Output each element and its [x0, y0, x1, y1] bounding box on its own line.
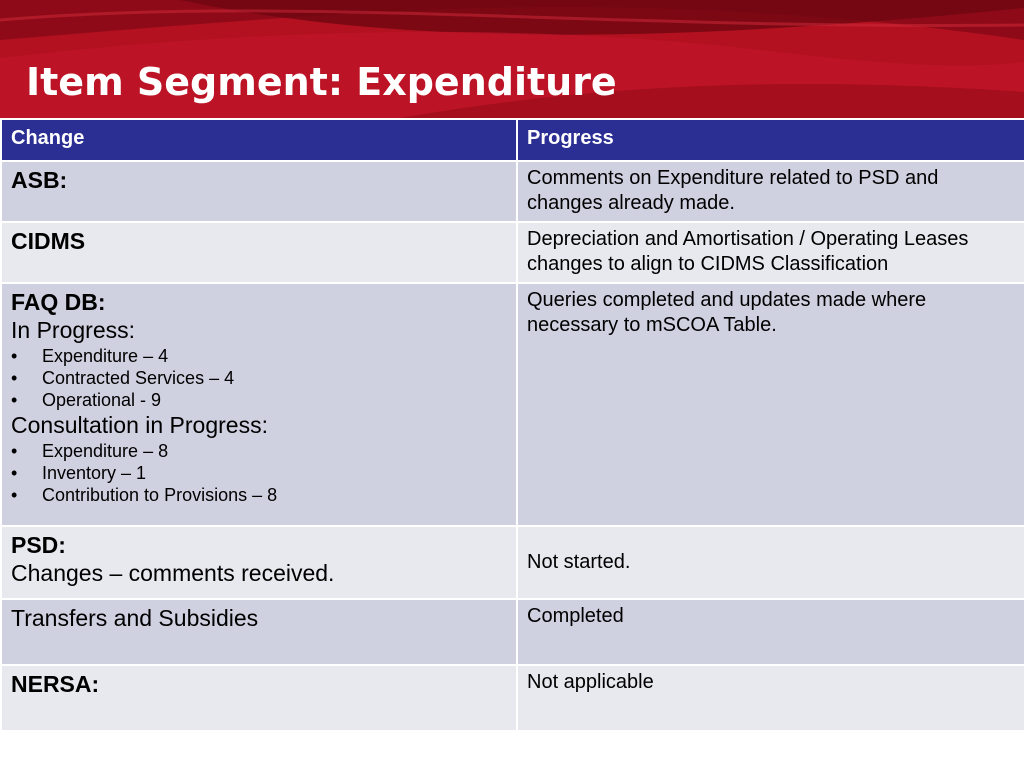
list-item: Contribution to Provisions – 8 [11, 484, 508, 506]
change-cell: CIDMS [0, 221, 518, 284]
table-row: NERSA: Not applicable [0, 664, 1024, 732]
table-row: ASB: Comments on Expenditure related to … [0, 160, 1024, 223]
progress-cell: Depreciation and Amortisation / Operatin… [516, 221, 1024, 284]
subheading-consultation: Consultation in Progress: [11, 412, 268, 438]
table-row: Transfers and Subsidies Completed [0, 598, 1024, 666]
change-label: CIDMS [11, 228, 86, 254]
bullet-list: Expenditure – 8 Inventory – 1 Contributi… [11, 440, 508, 506]
slide-title: Item Segment: Expenditure [26, 60, 617, 104]
progress-text: Completed [527, 605, 624, 627]
list-item: Inventory – 1 [11, 462, 508, 484]
change-label: NERSA: [11, 671, 100, 697]
column-header-progress: Progress [516, 118, 1024, 162]
progress-cell: Not started. [516, 525, 1024, 600]
change-cell: ASB: [0, 160, 518, 223]
table-header-row: Change Progress [0, 118, 1024, 162]
table-row: PSD: Changes – comments received. Not st… [0, 525, 1024, 600]
progress-text: Not applicable [527, 671, 654, 693]
progress-text: Not started. [527, 551, 631, 573]
bullet-list: Expenditure – 4 Contracted Services – 4 … [11, 345, 508, 411]
change-label: Transfers and Subsidies [11, 605, 259, 631]
subheading-in-progress: In Progress: [11, 317, 135, 343]
change-cell: NERSA: [0, 664, 518, 732]
list-item: Expenditure – 4 [11, 345, 508, 367]
column-header-change: Change [0, 118, 518, 162]
change-progress-table: Change Progress ASB: Comments on Expendi… [0, 118, 1024, 732]
change-label: ASB: [11, 167, 68, 193]
list-item: Contracted Services – 4 [11, 367, 508, 389]
progress-text: Depreciation and Amortisation / Operatin… [527, 228, 969, 275]
change-cell: Transfers and Subsidies [0, 598, 518, 666]
progress-text: Comments on Expenditure related to PSD a… [527, 167, 939, 214]
change-cell: PSD: Changes – comments received. [0, 525, 518, 600]
table-row: FAQ DB: In Progress: Expenditure – 4 Con… [0, 282, 1024, 527]
progress-cell: Comments on Expenditure related to PSD a… [516, 160, 1024, 223]
progress-cell: Queries completed and updates made where… [516, 282, 1024, 527]
change-label: FAQ DB: [11, 289, 106, 315]
progress-text: Queries completed and updates made where… [527, 289, 927, 336]
progress-cell: Not applicable [516, 664, 1024, 732]
change-label: PSD: [11, 532, 66, 558]
change-cell: FAQ DB: In Progress: Expenditure – 4 Con… [0, 282, 518, 527]
list-item: Expenditure – 8 [11, 440, 508, 462]
title-banner: Item Segment: Expenditure [0, 0, 1024, 118]
change-text: Changes – comments received. [11, 560, 335, 586]
progress-cell: Completed [516, 598, 1024, 666]
wave-decoration [0, 0, 1024, 118]
list-item: Operational - 9 [11, 389, 508, 411]
table-row: CIDMS Depreciation and Amortisation / Op… [0, 221, 1024, 284]
